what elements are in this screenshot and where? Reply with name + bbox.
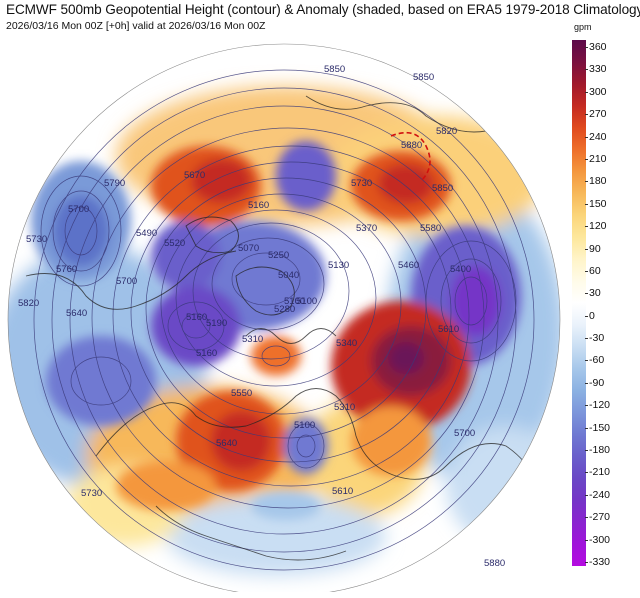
colorbar-tick-label: -120 (584, 399, 611, 412)
map-border (7, 43, 561, 592)
colorbar-tick-label: 120 (585, 220, 607, 233)
colorbar-tick-label: -210 (584, 466, 611, 479)
contour-label: 5820 (18, 298, 39, 309)
contour-label: 5550 (231, 388, 252, 399)
contour-label: 5760 (56, 264, 77, 275)
colorbar-tick-label: -90 (584, 376, 605, 389)
colorbar-tick-label: 240 (585, 130, 607, 143)
contour-label: 5730 (81, 488, 102, 499)
contour-label: 5190 (206, 318, 227, 329)
contour-label: 5160 (248, 200, 269, 211)
contour-label: 5160 (186, 312, 207, 323)
contour-label: 5850 (413, 72, 434, 83)
map-canvas: 5850 5850 5820 5880 5850 5580 5730 5400 … (7, 43, 561, 592)
contour-labels: 5850 5850 5820 5880 5850 5580 5730 5400 … (18, 64, 505, 569)
chart-title: ECMWF 500mb Geopotential Height (contour… (6, 2, 640, 17)
colorbar-tick-label: 30 (585, 287, 601, 300)
contour-label: 5850 (432, 183, 453, 194)
contour-label: 5730 (26, 234, 47, 245)
contour-label: 5640 (66, 308, 87, 319)
contour-label: 5100 (294, 420, 315, 431)
colorbar-tick-label: -180 (584, 444, 611, 457)
contour-label: 5280 (274, 304, 295, 315)
colorbar (572, 40, 586, 566)
colorbar-tick-label: -60 (584, 354, 605, 367)
contour-label: 5100 (296, 296, 317, 307)
colorbar-tick-label: 150 (585, 197, 607, 210)
contour-label: 5310 (334, 402, 355, 413)
contour-label: 5100 (284, 296, 305, 307)
contour-label: 5700 (68, 204, 89, 215)
contour-label: 5640 (216, 438, 237, 449)
colorbar-tick-label: -30 (584, 332, 605, 345)
contour-label: 5880 (401, 140, 422, 151)
height-contours (33, 69, 535, 571)
contour-label: 5610 (332, 486, 353, 497)
colorbar-tick-label: -240 (584, 488, 611, 501)
contour-label: 5700 (454, 428, 475, 439)
contour-label: 5610 (438, 324, 459, 335)
colorbar-tick-label: 270 (585, 108, 607, 121)
colorbar-tick-label: 300 (585, 85, 607, 98)
colorbar-tick-label: 90 (585, 242, 601, 255)
contour-label: 5040 (278, 270, 299, 281)
colorbar-unit: gpm (574, 22, 592, 32)
valid-time-subtitle: 2026/03/16 Mon 00Z [+0h] valid at 2026/0… (6, 20, 266, 32)
contour-label: 5820 (436, 126, 457, 137)
contour-label: 5250 (268, 250, 289, 261)
coastlines (25, 95, 547, 561)
contour-label: 5850 (324, 64, 345, 75)
colorbar-tick-label: 330 (585, 63, 607, 76)
colorbar-tick-label: 60 (585, 264, 601, 277)
colorbar-tick-label: 210 (585, 152, 607, 165)
colorbar-tick-label: 360 (585, 41, 607, 53)
contour-label: 5160 (196, 348, 217, 359)
contour-label: 5310 (242, 334, 263, 345)
colorbar-tick-label: -150 (584, 421, 611, 434)
contour-label: 5790 (104, 178, 125, 189)
contour-label: 5520 (164, 238, 185, 249)
contour-label: 5670 (184, 170, 205, 181)
contour-label: 5340 (336, 338, 357, 349)
contour-label: 5130 (328, 260, 349, 271)
colorbar-tick-label: -270 (584, 511, 611, 524)
contour-label: 5070 (238, 243, 259, 254)
colorbar-tick-label: -300 (584, 533, 611, 546)
colorbar-tick-label: -330 (584, 556, 611, 568)
anomaly-shading (8, 44, 560, 592)
contour-label: 5400 (450, 264, 471, 275)
colorbar-tick-label: 180 (585, 175, 607, 188)
contour-label: 5460 (398, 260, 419, 271)
colorbar-tick-label: 0 (585, 309, 595, 322)
contour-label: 5730 (351, 178, 372, 189)
contour-label: 5370 (356, 223, 377, 234)
polar-map: 5850 5850 5820 5880 5850 5580 5730 5400 … (6, 36, 562, 592)
contour-label: 5580 (420, 223, 441, 234)
contour-label: 5880 (484, 558, 505, 569)
contour-label: 5490 (136, 228, 157, 239)
contour-label: 5700 (116, 276, 137, 287)
